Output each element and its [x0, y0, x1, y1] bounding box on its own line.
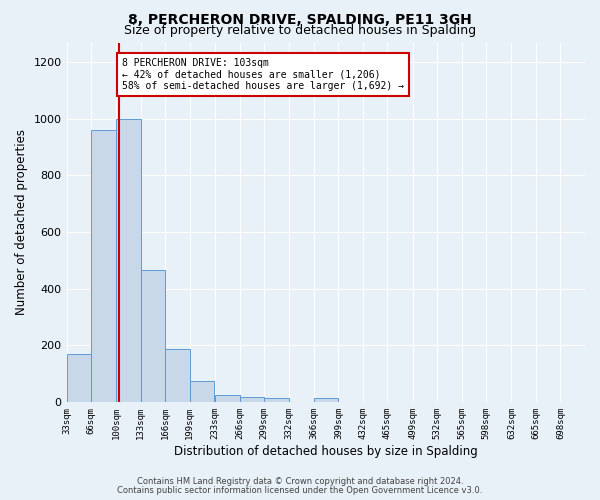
Text: Contains HM Land Registry data © Crown copyright and database right 2024.: Contains HM Land Registry data © Crown c… — [137, 477, 463, 486]
X-axis label: Distribution of detached houses by size in Spalding: Distribution of detached houses by size … — [174, 444, 478, 458]
Bar — [264, 398, 289, 402]
Bar — [141, 270, 166, 402]
Bar — [91, 130, 116, 402]
Bar — [314, 398, 338, 402]
Bar — [215, 395, 239, 402]
Text: 8 PERCHERON DRIVE: 103sqm
← 42% of detached houses are smaller (1,206)
58% of se: 8 PERCHERON DRIVE: 103sqm ← 42% of detac… — [122, 58, 404, 92]
Bar — [190, 380, 214, 402]
Text: Size of property relative to detached houses in Spalding: Size of property relative to detached ho… — [124, 24, 476, 37]
Bar — [67, 354, 91, 402]
Bar — [116, 119, 141, 402]
Bar — [239, 396, 264, 402]
Text: Contains public sector information licensed under the Open Government Licence v3: Contains public sector information licen… — [118, 486, 482, 495]
Bar — [166, 350, 190, 402]
Text: 8, PERCHERON DRIVE, SPALDING, PE11 3GH: 8, PERCHERON DRIVE, SPALDING, PE11 3GH — [128, 12, 472, 26]
Y-axis label: Number of detached properties: Number of detached properties — [15, 129, 28, 315]
